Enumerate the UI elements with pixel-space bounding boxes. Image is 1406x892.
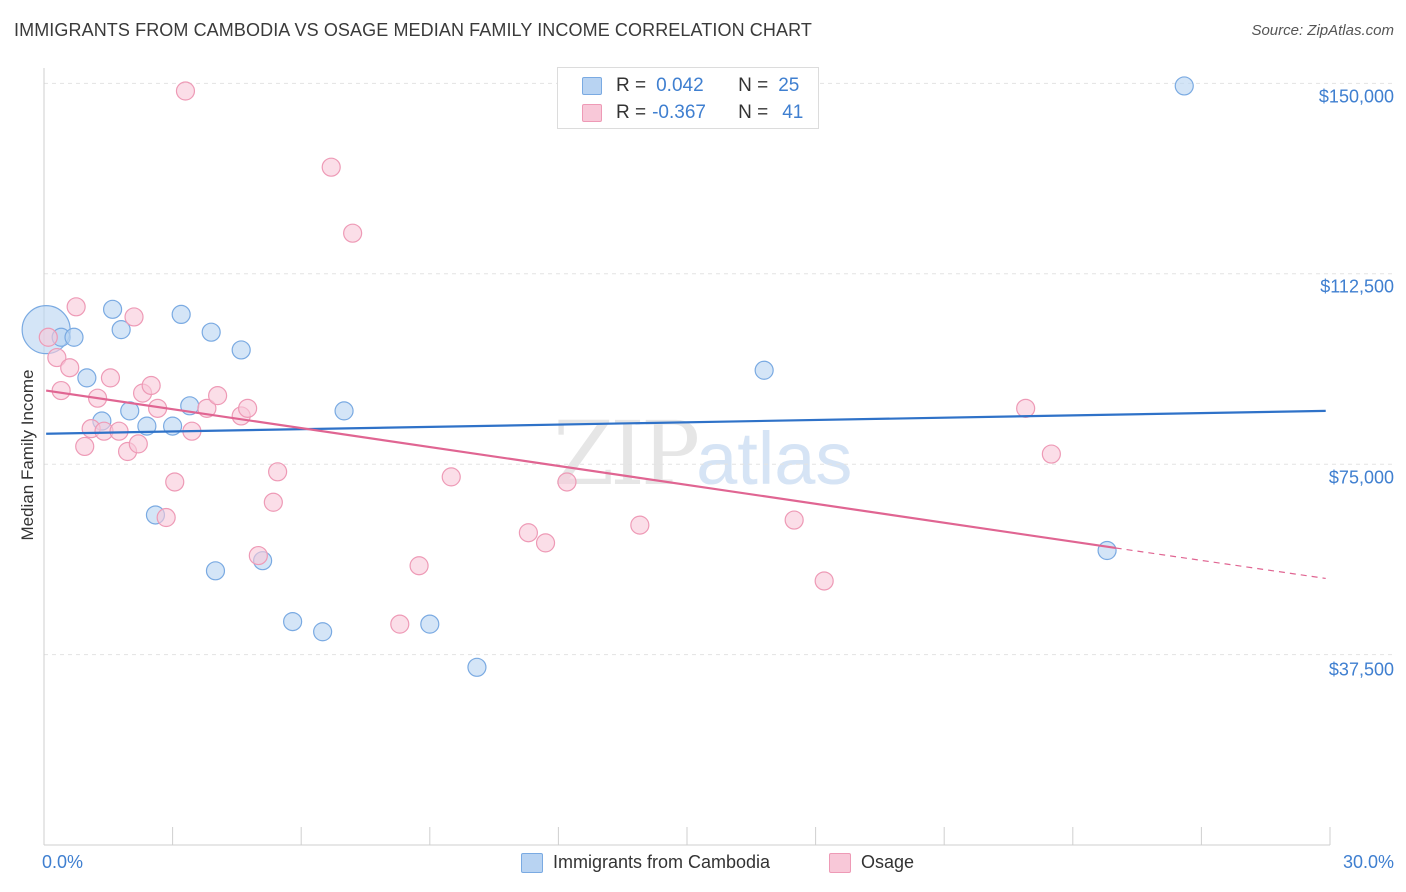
cambodia-point <box>467 657 487 677</box>
cambodia-point <box>111 320 131 340</box>
osage-point <box>124 307 144 327</box>
r-label: R = <box>616 102 647 123</box>
osage-point <box>557 472 577 492</box>
osage-point <box>630 515 650 535</box>
osage-point <box>814 571 834 591</box>
osage-point <box>248 545 268 566</box>
n-label: N = <box>738 102 769 123</box>
y-tick-label: $37,500 <box>1328 659 1394 680</box>
legend-row-osage: R = -0.367 N = 41 <box>582 101 803 125</box>
osage-point <box>47 347 67 368</box>
osage-point <box>238 398 258 418</box>
cambodia-n-value: 25 <box>778 75 800 96</box>
cambodia-swatch <box>521 852 543 873</box>
osage-point <box>128 434 148 454</box>
zipatlas-watermark: ZIPatlas <box>553 402 852 505</box>
y-tick-label: $112,500 <box>1320 276 1394 297</box>
r-label: R = <box>616 75 647 96</box>
cambodia-point <box>205 561 226 581</box>
osage-legend-label: Osage <box>861 852 915 872</box>
cambodia-point <box>171 304 191 325</box>
watermark-atlas: atlas <box>696 417 853 500</box>
osage-point <box>156 507 176 528</box>
osage-point <box>208 386 228 406</box>
osage-point <box>268 462 288 482</box>
bottom-legend-osage: Osage <box>829 852 914 873</box>
cambodia-point <box>64 327 84 347</box>
y-tick-label: $150,000 <box>1318 86 1394 107</box>
cambodia-point <box>283 611 303 632</box>
cambodia-point <box>137 416 157 436</box>
osage-point <box>409 556 429 576</box>
osage-point <box>51 380 71 401</box>
osage-trend-line <box>45 389 1116 550</box>
cambodia-swatch <box>582 77 602 95</box>
watermark-zip: ZIP <box>553 402 700 505</box>
osage-point <box>321 157 341 177</box>
osage-point <box>518 523 538 543</box>
cambodia-r-value: 0.042 <box>656 75 704 96</box>
osage-swatch <box>582 104 602 122</box>
osage-point <box>175 81 196 101</box>
osage-point <box>100 368 121 388</box>
x-tick-label: 0.0% <box>42 852 84 872</box>
x-tick-label: 30.0% <box>1342 852 1394 872</box>
cambodia-legend-label: Immigrants from Cambodia <box>553 852 771 872</box>
n-label: N = <box>738 75 769 96</box>
osage-point <box>165 472 185 492</box>
cambodia-point <box>231 340 251 360</box>
osage-point <box>390 614 410 634</box>
osage-point <box>109 421 129 441</box>
y-axis-label: Median Family Income <box>18 369 37 541</box>
osage-point <box>141 375 161 396</box>
correlation-legend: R = 0.042 N = 25 R = -0.367 N = 41 <box>557 67 819 129</box>
cambodia-point <box>754 360 774 380</box>
osage-point <box>75 436 95 457</box>
cambodia-point <box>420 614 440 634</box>
osage-swatch <box>829 852 851 873</box>
cambodia-point <box>1097 540 1117 561</box>
cambodia-point <box>313 622 333 642</box>
osage-point <box>441 467 461 487</box>
osage-n-value: 41 <box>782 102 804 123</box>
osage-point <box>263 492 283 512</box>
osage-point <box>343 223 363 243</box>
osage-point <box>1016 398 1036 418</box>
osage-point <box>66 297 86 317</box>
legend-row-cambodia: R = 0.042 N = 25 <box>582 74 799 98</box>
cambodia-point <box>77 368 97 388</box>
cambodia-point <box>102 299 123 319</box>
osage-point <box>535 533 556 553</box>
source-label: Source: ZipAtlas.com <box>1251 22 1394 39</box>
y-tick-label: $75,000 <box>1328 467 1394 488</box>
cambodia-point <box>201 322 221 342</box>
osage-r-value: -0.367 <box>652 102 706 123</box>
osage-trend-extension <box>1115 547 1326 580</box>
osage-point <box>784 510 804 530</box>
cambodia-trend-line <box>46 409 1326 435</box>
osage-point <box>60 358 80 378</box>
osage-point <box>38 327 58 347</box>
osage-point <box>1041 444 1061 464</box>
cambodia-point <box>334 401 354 421</box>
bottom-legend-cambodia: Immigrants from Cambodia <box>521 852 770 873</box>
chart-title: IMMIGRANTS FROM CAMBODIA VS OSAGE MEDIAN… <box>14 20 812 40</box>
cambodia-point <box>1174 76 1194 96</box>
